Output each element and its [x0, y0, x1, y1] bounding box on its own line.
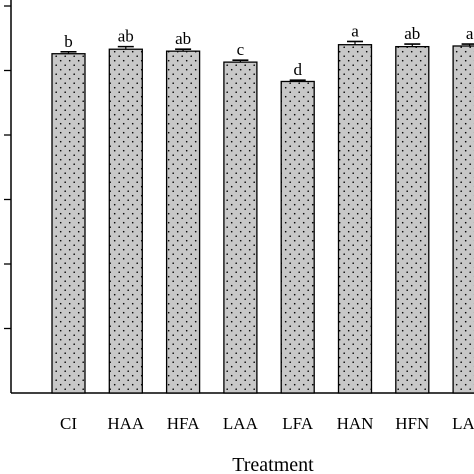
significance-letter-hfn: ab	[404, 24, 420, 43]
significance-letter-lan: a	[466, 24, 474, 43]
significance-letter-hfa: ab	[175, 29, 191, 48]
significance-letter-laa: c	[237, 40, 245, 59]
bar-han	[337, 44, 373, 394]
bar-hfn	[395, 45, 430, 394]
x-tick-label-laa: LAA	[223, 414, 259, 433]
bar-hfa	[165, 50, 201, 394]
significance-letters-group: b ab ab c d a ab a	[64, 21, 474, 79]
x-tick-label-hfa: HFA	[167, 414, 200, 433]
bar-lan	[452, 45, 474, 394]
x-tick-label-lan: LAN	[452, 414, 474, 433]
bar-lfa	[280, 80, 315, 394]
x-tick-label-ci: CI	[60, 414, 77, 433]
x-tick-label-haa: HAA	[107, 414, 145, 433]
bar-ci	[51, 53, 86, 394]
x-tick-label-hfn: HFN	[395, 414, 429, 433]
significance-letter-han: a	[351, 21, 359, 40]
x-tick-label-lfa: LFA	[282, 414, 314, 433]
x-tick-labels-group: CI HAA HFA LAA LFA HAN HFN LAN	[60, 414, 474, 433]
bars-group	[51, 44, 474, 394]
x-tick-label-han: HAN	[337, 414, 374, 433]
x-axis-title: Treatment	[232, 454, 314, 474]
error-bars-group	[60, 40, 474, 82]
significance-letter-lfa: d	[293, 60, 302, 79]
y-axis-ticks	[4, 5, 11, 330]
significance-letter-haa: ab	[118, 27, 134, 46]
bar-laa	[223, 61, 258, 394]
bar-haa	[108, 48, 143, 394]
significance-letter-ci: b	[64, 32, 73, 51]
